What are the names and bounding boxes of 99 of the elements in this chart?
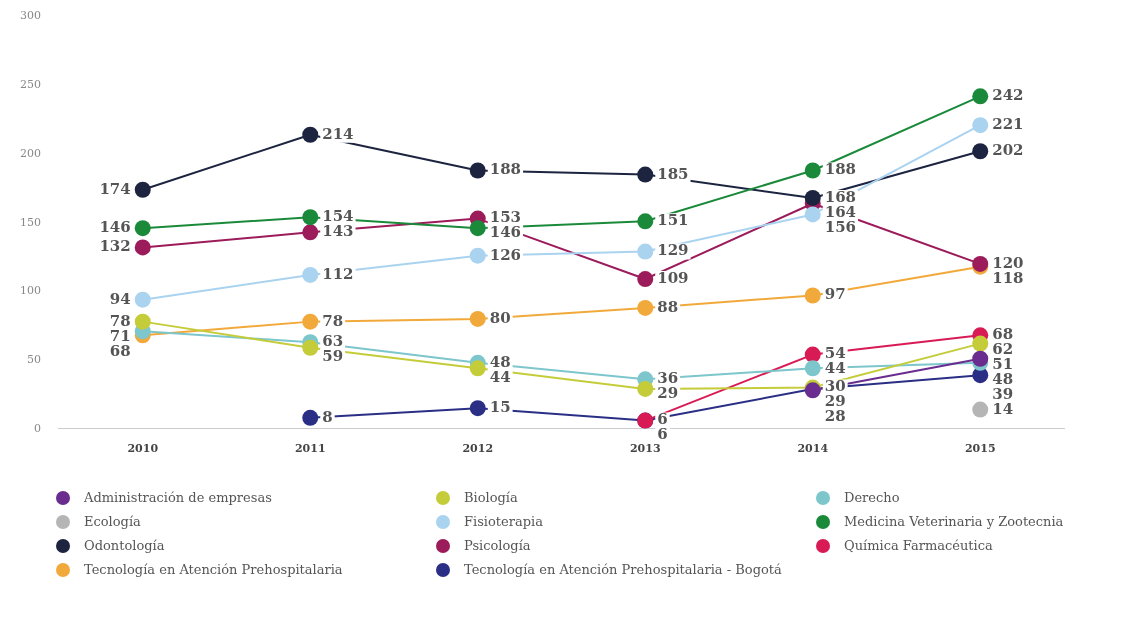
y-tick-label: 250 [20,78,41,92]
point [804,287,821,304]
point [302,409,319,426]
legend-label: Química Farmacéutica [844,538,993,553]
data-label: 44 [824,359,846,378]
x-tick-label: 2015 [964,442,996,456]
point [469,310,486,327]
data-label: 109 [657,268,689,287]
legend-label: Fisioterapia [464,514,543,529]
y-tick-label: 0 [34,421,41,435]
point [804,360,821,377]
data-label: 151 [657,211,689,230]
x-tick-label: 2014 [797,442,829,456]
point [302,209,319,226]
point [972,335,989,352]
legend-label: Ecología [84,514,141,529]
legend-label: Administración de empresas [84,490,272,505]
data-label: 44 [489,367,511,386]
point [637,213,654,230]
point [637,299,654,316]
data-label: 94 [109,289,131,308]
y-tick-label: 100 [20,284,41,298]
point [637,271,654,288]
point [302,266,319,283]
data-label: 8 [322,407,333,426]
data-label: 188 [489,160,522,179]
point [637,380,654,397]
data-label: 188 [824,160,857,179]
data-label: 174 [99,179,131,198]
legend-label: Tecnología en Atención Prehospitalaria [84,562,343,577]
point [972,350,989,367]
legend-label: Tecnología en Atención Prehospitalaria - Bogotá [464,562,782,577]
point [469,220,486,237]
point [302,339,319,356]
data-label: 132 [99,237,131,256]
data-label: 78 [322,311,344,330]
point [469,247,486,264]
y-tick-label: 300 [20,9,41,23]
point [469,162,486,179]
y-tick-label: 150 [20,215,41,229]
point [804,206,821,223]
data-label: 97 [824,285,846,304]
legend-label: Psicología [464,538,531,553]
point [972,117,989,134]
point [804,346,821,363]
data-label: 80 [489,308,511,327]
x-tick-label: 2012 [462,442,494,456]
point [637,243,654,260]
data-label: 29 [657,384,679,403]
point [134,239,151,256]
point [302,313,319,330]
data-label: 221 [992,115,1024,134]
legend-label: Biología [464,490,518,505]
y-tick-label: 200 [20,146,41,160]
point [469,400,486,417]
data-label: 36 [657,369,679,388]
point [972,143,989,160]
data-label: 146 [489,223,522,242]
data-label: 143 [322,222,354,241]
point [637,166,654,183]
data-label: 168 [824,187,857,206]
legend-label: Odontología [84,538,165,553]
x-tick-label: 2010 [127,442,159,456]
data-label: 6 [657,425,668,444]
data-label: 6 [657,410,668,429]
data-label: 153 [489,208,522,227]
data-label: 15 [489,398,511,417]
point [134,181,151,198]
data-label: 48 [489,352,511,371]
data-label: 88 [657,297,679,316]
legend-label: Derecho [844,490,900,505]
point [134,313,151,330]
data-label: 164 [824,202,857,221]
point [469,360,486,377]
point [804,189,821,206]
data-label: 30 [824,377,846,396]
data-label: 112 [322,264,354,283]
x-tick-label: 2013 [629,442,661,456]
data-label: 146 [99,218,131,237]
data-label: 242 [992,86,1024,105]
data-label: 126 [489,245,522,264]
point [972,88,989,105]
y-tick-label: 50 [27,352,41,366]
data-label: 63 [322,332,344,351]
point [302,126,319,143]
point [972,401,989,418]
point [134,291,151,308]
data-label: 129 [657,241,689,260]
x-tick-label: 2011 [294,442,326,456]
data-label: 214 [322,124,354,143]
data-label: 54 [824,344,846,363]
legend-label: Medicina Veterinaria y Zootecnia [844,514,1064,529]
data-label: 202 [992,141,1024,160]
data-label: 185 [657,164,689,183]
point [134,220,151,237]
data-label: 59 [322,347,344,366]
point [804,162,821,179]
data-label: 154 [322,207,354,226]
point [302,224,319,241]
